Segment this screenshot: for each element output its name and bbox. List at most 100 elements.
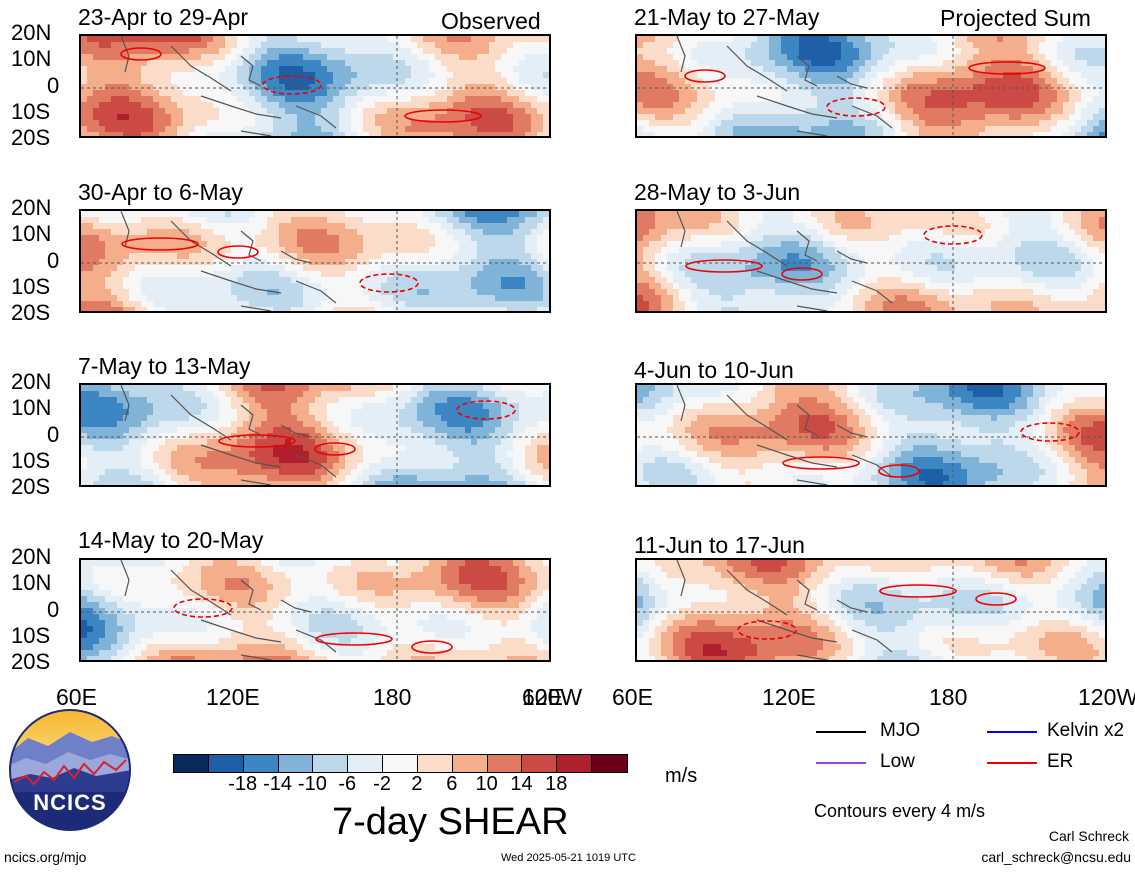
shear-cell [345, 397, 351, 403]
shear-cell [447, 596, 453, 602]
shear-cell [135, 120, 141, 126]
shear-cell [141, 620, 147, 626]
shear-cell [441, 265, 447, 271]
shear-cell [99, 114, 105, 120]
shear-cell [87, 620, 93, 626]
shear-cell [345, 114, 351, 120]
shear-cell [225, 283, 231, 289]
shear-cell [165, 132, 171, 136]
shear-cell [519, 397, 525, 403]
shear-cell [303, 223, 309, 229]
shear-cell [405, 445, 411, 451]
shear-cell [525, 132, 531, 136]
shear-cell [399, 84, 405, 90]
shear-cell [285, 620, 291, 626]
shear-cell [165, 391, 171, 397]
shear-cell [135, 90, 141, 96]
shear-cell [153, 421, 159, 427]
shear-cell [459, 211, 465, 217]
shear-cell [141, 126, 147, 132]
shear-cell [357, 457, 363, 463]
shear-cell [435, 301, 441, 307]
shear-cell [477, 295, 483, 301]
shear-cell [309, 126, 315, 132]
shear-cell [87, 602, 93, 608]
shear-cell [315, 560, 321, 566]
shear-cell [321, 457, 327, 463]
shear-cell [369, 259, 375, 265]
shear-cell [273, 596, 279, 602]
shear-cell [345, 475, 351, 481]
shear-cell [501, 445, 507, 451]
shear-cell [435, 126, 441, 132]
shear-cell [147, 72, 153, 78]
shear-cell [345, 271, 351, 277]
shear-cell [99, 265, 105, 271]
shear-cell [153, 84, 159, 90]
shear-cell [195, 66, 201, 72]
shear-cell [267, 620, 273, 626]
shear-cell [255, 397, 261, 403]
shear-cell [333, 48, 339, 54]
shear-cell [147, 60, 153, 66]
shear-cell [513, 108, 519, 114]
shear-cell [243, 626, 249, 632]
shear-cell [171, 90, 177, 96]
shear-cell [513, 78, 519, 84]
shear-cell [141, 632, 147, 638]
shear-cell [105, 283, 111, 289]
shear-cell [183, 120, 189, 126]
shear-cell [129, 36, 135, 42]
shear-cell [219, 48, 225, 54]
shear-cell [153, 283, 159, 289]
shear-cell [375, 235, 381, 241]
shear-cell [225, 241, 231, 247]
shear-cell [129, 108, 135, 114]
shear-cell [531, 283, 537, 289]
shear-cell [321, 84, 327, 90]
shear-cell [357, 560, 363, 566]
shear-cell [297, 120, 303, 126]
shear-cell [459, 463, 465, 469]
shear-cell [93, 596, 99, 602]
shear-cell [375, 433, 381, 439]
shear-cell [147, 223, 153, 229]
shear-cell [489, 626, 495, 632]
shear-cell [405, 289, 411, 295]
shear-cell [195, 235, 201, 241]
shear-cell [411, 451, 417, 457]
shear-cell [129, 90, 135, 96]
shear-cell [147, 463, 153, 469]
shear-cell [93, 391, 99, 397]
shear-cell [537, 283, 543, 289]
shear-cell [375, 415, 381, 421]
shear-cell [207, 475, 213, 481]
shear-cell [465, 253, 471, 259]
shear-cell [489, 132, 495, 136]
shear-cell [387, 584, 393, 590]
shear-cell [531, 409, 537, 415]
shear-cell [153, 445, 159, 451]
shear-cell [501, 277, 507, 283]
shear-cell [333, 620, 339, 626]
shear-cell [273, 445, 279, 451]
shear-cell [345, 421, 351, 427]
shear-cell [141, 36, 147, 42]
shear-cell [363, 307, 369, 311]
shear-cell [423, 463, 429, 469]
shear-cell [345, 427, 351, 433]
shear-cell [219, 427, 225, 433]
shear-cell [357, 66, 363, 72]
shear-cell [237, 469, 243, 475]
shear-cell [99, 247, 105, 253]
shear-cell [87, 409, 93, 415]
shear-cell [135, 271, 141, 277]
shear-cell [531, 235, 537, 241]
shear-cell [231, 265, 237, 271]
shear-cell [513, 427, 519, 433]
shear-cell [387, 560, 393, 566]
shear-cell [237, 60, 243, 66]
shear-cell [123, 451, 129, 457]
er-contour [404, 109, 482, 123]
shear-cell [507, 421, 513, 427]
